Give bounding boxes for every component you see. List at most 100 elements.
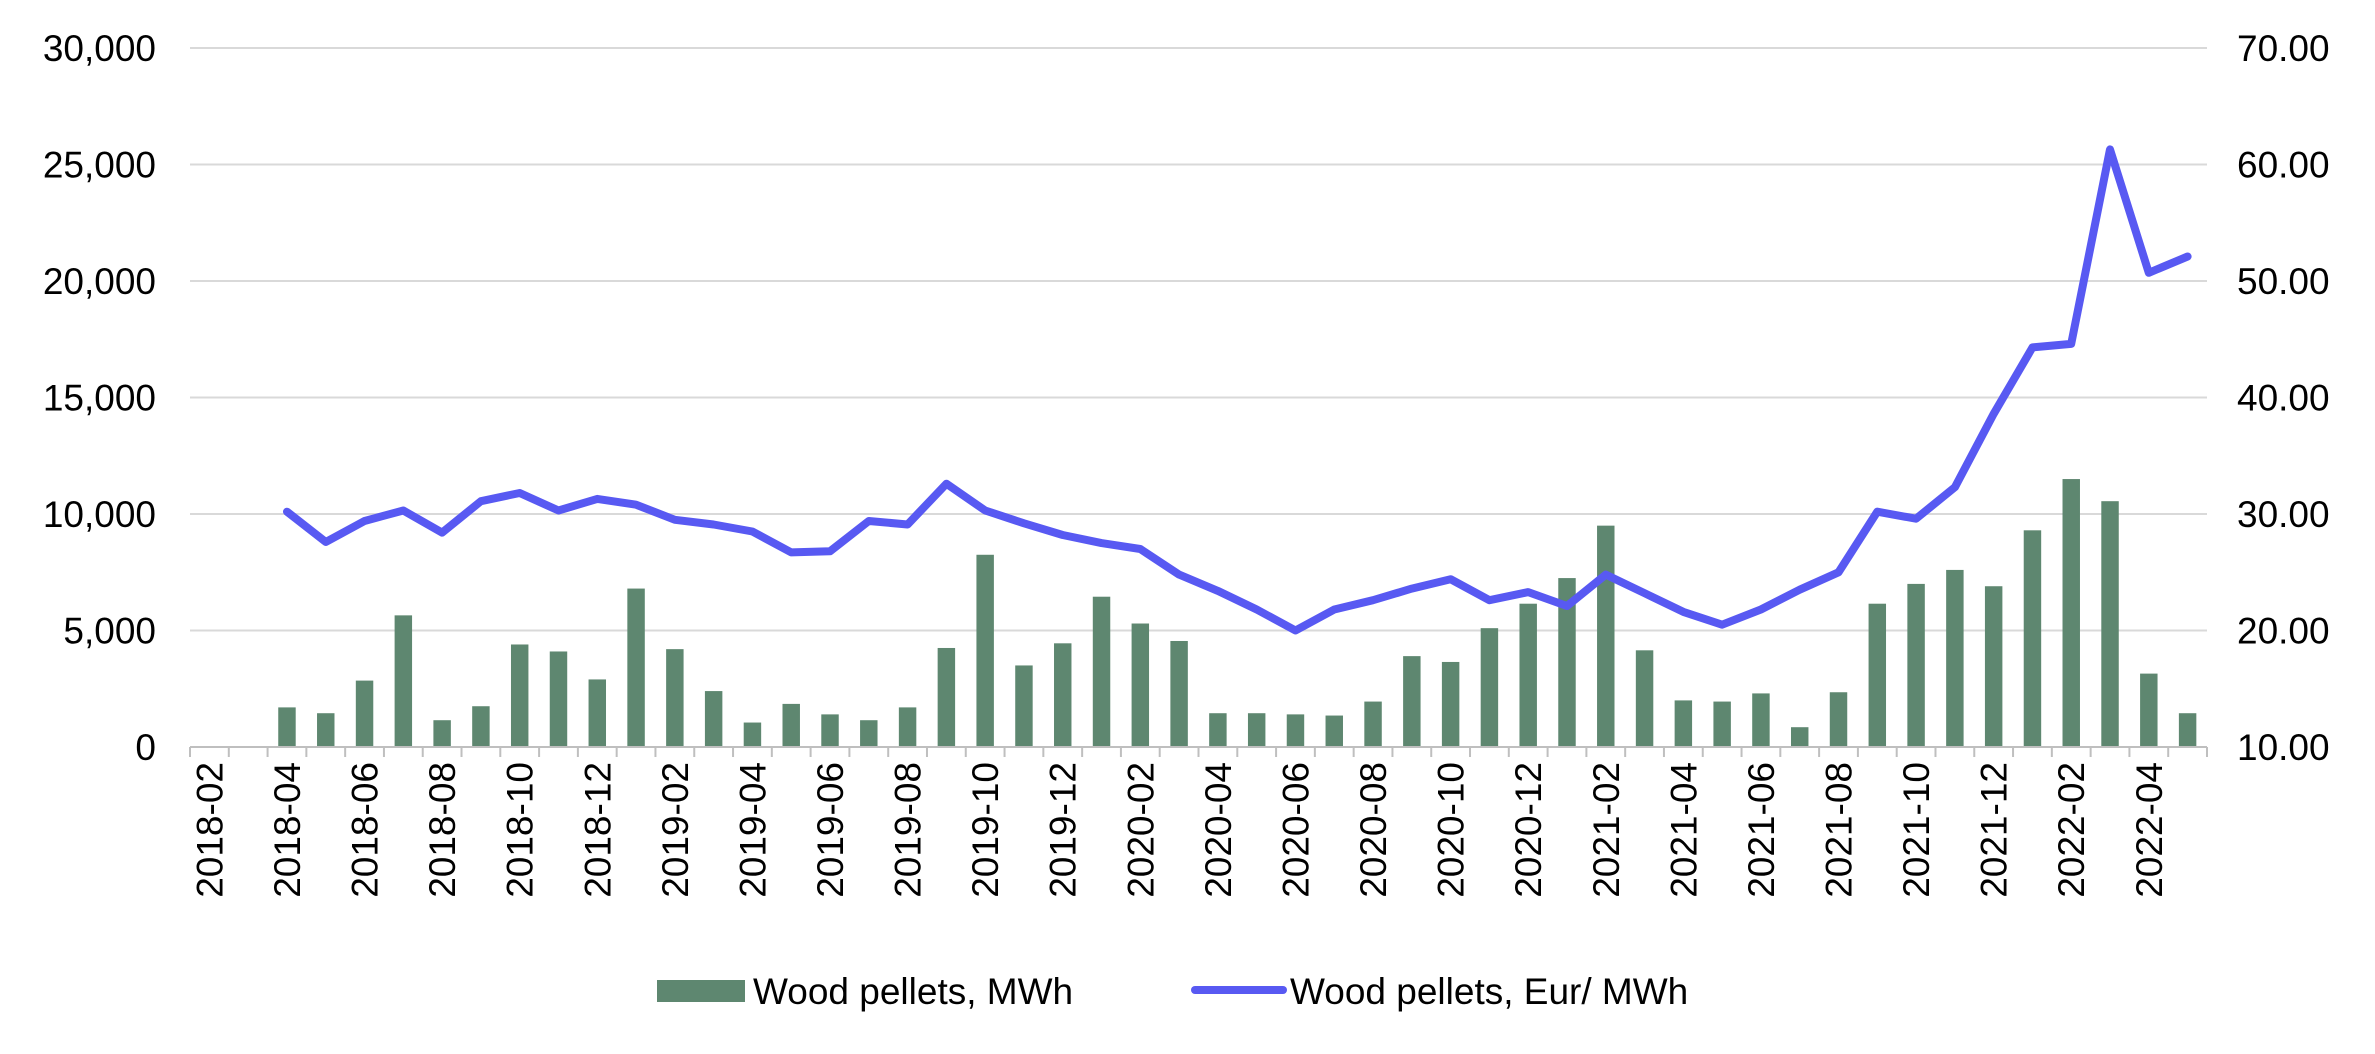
bar-2020-02 bbox=[1131, 623, 1150, 747]
bar-2021-12 bbox=[1984, 586, 2003, 747]
price-line bbox=[283, 145, 2192, 635]
x-tick-label-2018-10: 2018-10 bbox=[500, 762, 541, 898]
bar-2019-04 bbox=[743, 722, 762, 747]
bar-2021-04 bbox=[1674, 700, 1693, 747]
x-tick-label-2021-08: 2021-08 bbox=[1819, 762, 1860, 898]
bar-2021-09 bbox=[1868, 603, 1887, 747]
x-tick-label-2022-04: 2022-04 bbox=[2129, 762, 2170, 898]
left-tick-label-5: 25,000 bbox=[43, 145, 156, 186]
bar-2022-01 bbox=[2023, 530, 2042, 747]
left-tick-label-1: 5,000 bbox=[63, 611, 156, 652]
bar-2019-10 bbox=[976, 554, 994, 747]
bar-2019-07 bbox=[860, 720, 878, 747]
bar-2020-04 bbox=[1209, 713, 1227, 747]
legend-label-mwh: Wood pellets, MWh bbox=[753, 971, 1073, 1012]
bar-2021-11 bbox=[1946, 569, 1964, 747]
bar-2018-11 bbox=[549, 651, 568, 747]
bar-2021-08 bbox=[1829, 692, 1848, 747]
bar-2018-12 bbox=[588, 679, 607, 747]
left-axis-ticks: 0 5,000 10,000 15,000 20,000 25,000 30,000 bbox=[43, 28, 156, 768]
bar-2019-08 bbox=[898, 707, 917, 747]
bar-2020-06 bbox=[1286, 714, 1305, 747]
bar-2020-05 bbox=[1247, 713, 1266, 747]
x-tick-label-2018-06: 2018-06 bbox=[345, 762, 386, 898]
bar-2020-09 bbox=[1403, 656, 1421, 747]
bar-2020-01 bbox=[1092, 596, 1111, 747]
x-tick-label-2019-10: 2019-10 bbox=[965, 762, 1006, 898]
x-tick-label-2019-06: 2019-06 bbox=[810, 762, 851, 898]
x-tick-label-2018-02: 2018-02 bbox=[189, 762, 230, 898]
right-tick-label-5: 60.00 bbox=[2237, 145, 2330, 186]
x-tick-label-2021-06: 2021-06 bbox=[1741, 762, 1782, 898]
bar-2021-07 bbox=[1790, 727, 1809, 747]
bar-2019-01 bbox=[627, 588, 645, 747]
bar-2021-01 bbox=[1558, 578, 1576, 747]
bar-2020-08 bbox=[1364, 701, 1382, 747]
x-tick-label-2020-08: 2020-08 bbox=[1353, 762, 1394, 898]
left-tick-label-3: 15,000 bbox=[43, 378, 156, 419]
x-tick-label-2019-12: 2019-12 bbox=[1043, 762, 1084, 898]
bar-2022-04 bbox=[2140, 673, 2158, 747]
x-tick-label-2022-02: 2022-02 bbox=[2051, 762, 2092, 898]
bar-2019-02 bbox=[666, 649, 684, 747]
right-tick-label-3: 40.00 bbox=[2237, 378, 2330, 419]
right-tick-label-6: 70.00 bbox=[2237, 28, 2330, 69]
bar-2019-12 bbox=[1054, 643, 1072, 747]
x-tick-label-2021-02: 2021-02 bbox=[1586, 762, 1627, 898]
bar-series bbox=[278, 479, 2197, 747]
left-tick-label-2: 10,000 bbox=[43, 494, 156, 535]
right-tick-label-4: 50.00 bbox=[2237, 261, 2330, 302]
bar-2022-02 bbox=[2062, 479, 2080, 747]
bar-2021-10 bbox=[1907, 583, 1925, 747]
x-tick-label-2018-08: 2018-08 bbox=[422, 762, 463, 898]
legend: Wood pellets, MWh Wood pellets, Eur/ MWh bbox=[657, 971, 1688, 1012]
bar-2020-11 bbox=[1480, 628, 1499, 747]
bar-2020-03 bbox=[1170, 640, 1188, 747]
x-axis-ticks: 2018-02 2018-04 2018-06 2018-08 2018-10 2018-… bbox=[189, 747, 2208, 898]
bar-2019-03 bbox=[704, 691, 723, 747]
gridlines bbox=[190, 47, 2207, 632]
bar-2021-03 bbox=[1635, 650, 1654, 747]
bar-2018-10 bbox=[510, 644, 529, 747]
bar-2018-07 bbox=[394, 615, 413, 747]
bar-2018-06 bbox=[355, 680, 374, 747]
left-tick-label-4: 20,000 bbox=[43, 261, 156, 302]
x-tick-label-2018-12: 2018-12 bbox=[577, 762, 618, 898]
bar-2021-02 bbox=[1597, 525, 1615, 747]
bar-2018-08 bbox=[433, 720, 451, 747]
bar-2020-10 bbox=[1441, 661, 1460, 747]
x-tick-label-2020-02: 2020-02 bbox=[1120, 762, 1161, 898]
left-tick-label-0: 0 bbox=[135, 727, 156, 768]
x-tick-label-2020-10: 2020-10 bbox=[1431, 762, 1472, 898]
x-tick-label-2019-04: 2019-04 bbox=[732, 762, 773, 898]
right-axis-ticks: 10.00 20.00 30.00 40.00 50.00 60.00 70.00 bbox=[2237, 28, 2330, 768]
right-tick-label-0: 10.00 bbox=[2237, 727, 2330, 768]
bar-2019-11 bbox=[1015, 665, 1033, 747]
bar-2018-09 bbox=[472, 706, 490, 747]
x-tick-label-2019-08: 2019-08 bbox=[888, 762, 929, 898]
x-tick-label-2020-12: 2020-12 bbox=[1508, 762, 1549, 898]
legend-label-price: Wood pellets, Eur/ MWh bbox=[1290, 971, 1688, 1012]
bar-2022-05 bbox=[2178, 713, 2197, 747]
x-tick-label-2018-04: 2018-04 bbox=[267, 762, 308, 898]
bar-2020-12 bbox=[1519, 603, 1537, 747]
x-tick-label-2020-04: 2020-04 bbox=[1198, 762, 1239, 898]
bar-2019-06 bbox=[821, 714, 839, 747]
x-tick-label-2019-02: 2019-02 bbox=[655, 762, 696, 898]
bar-2018-04 bbox=[278, 707, 296, 747]
bar-2021-05 bbox=[1713, 701, 1731, 747]
bar-2022-03 bbox=[2101, 501, 2119, 747]
bar-2021-06 bbox=[1752, 693, 1770, 747]
right-tick-label-2: 30.00 bbox=[2237, 494, 2330, 535]
bar-2018-05 bbox=[317, 713, 335, 747]
right-tick-label-1: 20.00 bbox=[2237, 611, 2330, 652]
x-tick-label-2021-12: 2021-12 bbox=[1974, 762, 2015, 898]
x-tick-label-2021-10: 2021-10 bbox=[1896, 762, 1937, 898]
bar-2019-05 bbox=[782, 703, 800, 747]
bar-2019-09 bbox=[937, 647, 956, 747]
bar-2020-07 bbox=[1325, 715, 1343, 747]
legend-swatch-mwh bbox=[657, 980, 745, 1002]
x-tick-label-2021-04: 2021-04 bbox=[1663, 762, 1704, 898]
left-tick-label-6: 30,000 bbox=[43, 28, 156, 69]
